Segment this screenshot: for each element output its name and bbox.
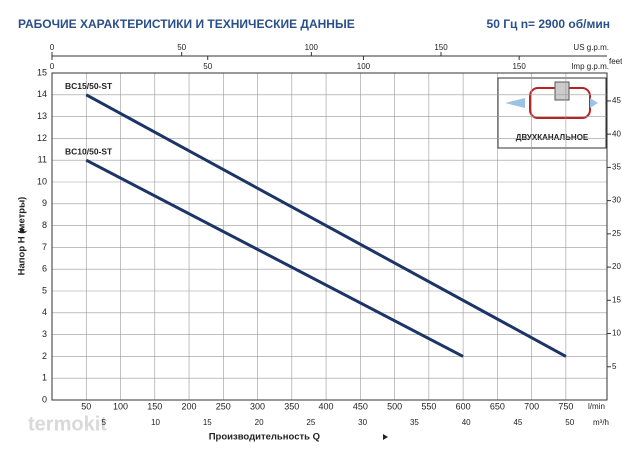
series-label: BC15/50-ST [65, 81, 113, 91]
series-line [85, 93, 567, 358]
x-unit: m³/h [593, 418, 609, 427]
x-tick-label: 100 [113, 401, 128, 411]
x-tick-label: 100 [305, 43, 319, 52]
inset: ДВУХКАНАЛЬНОЕ [497, 77, 607, 149]
x-tick-label: 50 [81, 401, 91, 411]
x-tick-label: 150 [434, 43, 448, 52]
y-tick-label: 11 [38, 155, 47, 165]
y-tick-label: 0 [42, 394, 47, 404]
x-tick-label: 600 [456, 401, 471, 411]
grid [52, 72, 607, 401]
x-tick-label: 550 [421, 401, 436, 411]
x-tick-label: 350 [284, 401, 299, 411]
arrow [383, 434, 388, 440]
y2-tick-label: 25 [612, 229, 621, 238]
y-tick-label: 7 [42, 242, 47, 252]
y-tick-label: 4 [42, 307, 47, 317]
x-tick-label: 150 [147, 401, 162, 411]
x-tick-label: 650 [490, 401, 505, 411]
x-tick-label: 400 [319, 401, 334, 411]
flow-arrow [590, 98, 598, 108]
chart-title: РАБОЧИЕ ХАРАКТЕРИСТИКИ И ТЕХНИЧЕСКИЕ ДАН… [18, 17, 355, 31]
x-unit: Imp g.p.m. [571, 62, 609, 71]
y-tick-label: 5 [42, 285, 47, 295]
y2-tick-label: 30 [612, 196, 621, 205]
x-unit: l/min [588, 402, 605, 411]
x-tick-label: 700 [524, 401, 539, 411]
x-tick-label: 30 [358, 418, 367, 427]
x-tick-label: 20 [255, 418, 264, 427]
y-tick-label: 3 [42, 329, 47, 339]
x-tick-label: 25 [306, 418, 315, 427]
x-tick-label: 50 [203, 62, 212, 71]
plot-frame [51, 72, 608, 401]
x-tick-label: 100 [357, 62, 371, 71]
y-tick-label: 15 [37, 67, 47, 77]
x-tick-label: 250 [216, 401, 231, 411]
x-tick-label: 40 [462, 418, 471, 427]
y-tick-label: 6 [42, 264, 47, 274]
chart-subtitle: 50 Гц n= 2900 об/мин [487, 17, 610, 31]
x-tick-label: 35 [410, 418, 419, 427]
inset-label: ДВУХКАНАЛЬНОЕ [516, 133, 589, 142]
series-label: BC10/50-ST [65, 146, 113, 156]
x-tick-label: 50 [177, 43, 186, 52]
y-tick-label: 9 [42, 198, 47, 208]
y2-tick-label: 45 [612, 96, 621, 105]
x-axis-label: Производительность Q [209, 432, 320, 443]
arrow [19, 227, 25, 232]
y-tick-label: 14 [37, 89, 47, 99]
x-tick-label: 0 [50, 43, 55, 52]
y2-tick-label: 10 [612, 329, 621, 338]
y-tick-label: 2 [42, 351, 47, 361]
y-axis-label: Напор H (метры) [17, 197, 28, 276]
y2-tick-label: 15 [612, 295, 621, 304]
y-tick-label: 12 [37, 133, 47, 143]
x-tick-label: 5 [102, 418, 107, 427]
series-line [85, 158, 464, 358]
y-tick-label: 10 [37, 176, 47, 186]
watermark: termokit [28, 413, 107, 435]
x-tick-label: 50 [565, 418, 574, 427]
x-tick-label: 300 [250, 401, 265, 411]
flow-arrow [505, 98, 525, 108]
y2-tick-label: 35 [612, 162, 621, 171]
y-tick-label: 13 [37, 111, 47, 121]
x-tick-label: 150 [512, 62, 526, 71]
y2-unit: feet [609, 57, 622, 66]
x-tick-label: 10 [151, 418, 160, 427]
y-tick-label: 8 [42, 220, 47, 230]
y2-tick-label: 5 [612, 362, 617, 371]
pump-shaft [554, 81, 570, 101]
x-tick-label: 500 [387, 401, 402, 411]
x-tick-label: 45 [513, 418, 522, 427]
y2-tick-label: 40 [612, 129, 621, 138]
x-tick-label: 0 [50, 62, 55, 71]
x-tick-label: 15 [203, 418, 212, 427]
x-tick-label: 450 [353, 401, 368, 411]
y2-tick-label: 20 [612, 262, 621, 271]
y-tick-label: 1 [42, 373, 47, 383]
x-tick-label: 750 [558, 401, 573, 411]
x-unit: US g.p.m. [573, 43, 609, 52]
x-tick-label: 200 [182, 401, 197, 411]
